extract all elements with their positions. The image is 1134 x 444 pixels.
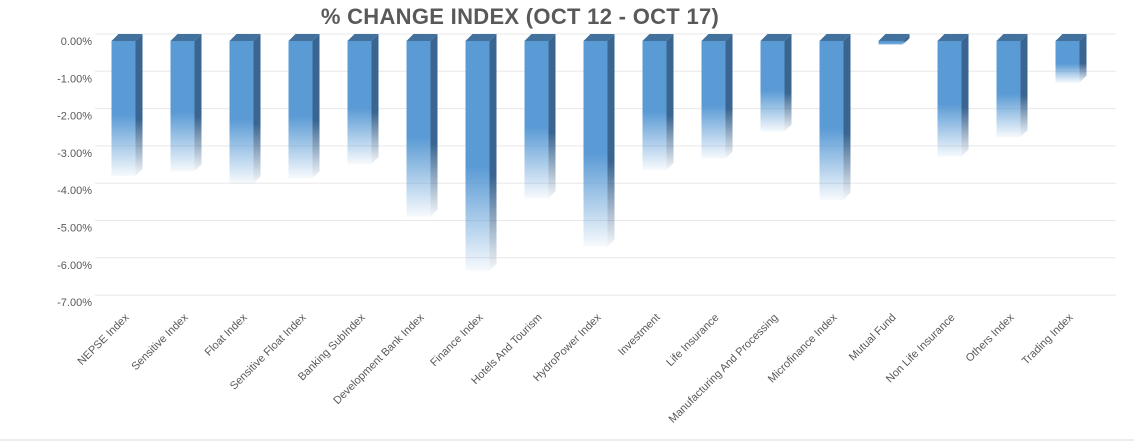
bar: [937, 41, 962, 157]
x-tick-label: Finance Index: [428, 311, 486, 369]
x-tick-label: Life Insurance: [664, 312, 721, 369]
bar-side: [312, 34, 320, 179]
bar: [878, 41, 903, 46]
bar-side: [607, 34, 615, 247]
bar-side: [843, 34, 851, 200]
bar-side: [253, 34, 261, 184]
bar: [229, 41, 254, 184]
y-tick-label: -5.00%: [57, 223, 92, 235]
bar-top: [111, 34, 143, 41]
bar: [583, 41, 608, 247]
bar-side: [430, 34, 438, 217]
bar-side: [1079, 34, 1087, 83]
bar-top: [937, 34, 969, 41]
x-tick-label: NEPSE Index: [76, 311, 132, 367]
bar: [996, 41, 1021, 138]
y-tick-label: 0.00%: [61, 36, 92, 48]
bar: [288, 41, 313, 179]
x-tick-label: Others Index: [964, 311, 1017, 364]
bar-top: [819, 34, 851, 41]
bar: [819, 41, 844, 200]
chart-title: % CHANGE INDEX (OCT 12 - OCT 17): [320, 4, 720, 29]
y-tick-label: -1.00%: [57, 73, 92, 85]
bar-side: [666, 34, 674, 171]
bar-top: [996, 34, 1028, 41]
bar-top: [642, 34, 674, 41]
bar-top: [1055, 34, 1087, 41]
bar-side: [135, 34, 143, 177]
bar-top: [524, 34, 556, 41]
bar: [465, 41, 490, 271]
y-tick-label: -2.00%: [57, 111, 92, 123]
bar-top: [583, 34, 615, 41]
bar: [170, 41, 195, 172]
bar-side: [371, 34, 379, 165]
x-tick-label: Float Index: [203, 311, 250, 358]
bar: [760, 41, 785, 132]
bar: [1055, 41, 1080, 83]
bar-top: [288, 34, 320, 41]
bar-side: [902, 34, 910, 46]
bar-side: [725, 34, 733, 159]
bar: [111, 41, 136, 177]
x-tick-label: Mutual Fund: [847, 312, 899, 364]
x-tick-label: Trading Index: [1020, 311, 1076, 367]
bar: [701, 41, 726, 159]
bar-top: [465, 34, 497, 41]
bar-side: [489, 34, 497, 271]
bar-side: [194, 34, 202, 172]
x-tick-label: Sensitive Index: [129, 311, 191, 373]
bar-side: [548, 34, 556, 199]
bar-top: [878, 34, 910, 41]
bar-top: [406, 34, 438, 41]
y-tick-label: -3.00%: [57, 148, 92, 160]
bar-top: [760, 34, 792, 41]
bar-side: [961, 34, 969, 157]
y-tick-label: -4.00%: [57, 185, 92, 197]
bar: [347, 41, 372, 165]
bar-top: [347, 34, 379, 41]
bar-side: [1020, 34, 1028, 138]
bar: [642, 41, 667, 171]
x-tick-label: Manufacturing And Processing: [667, 312, 781, 426]
y-tick-label: -6.00%: [57, 260, 92, 272]
bar-top: [170, 34, 202, 41]
bar-side: [784, 34, 792, 132]
bar-top: [701, 34, 733, 41]
bar: [406, 41, 431, 217]
y-tick-label: -7.00%: [57, 297, 92, 309]
x-tick-label: Investment: [616, 312, 663, 359]
bar: [524, 41, 549, 199]
bar-top: [229, 34, 261, 41]
